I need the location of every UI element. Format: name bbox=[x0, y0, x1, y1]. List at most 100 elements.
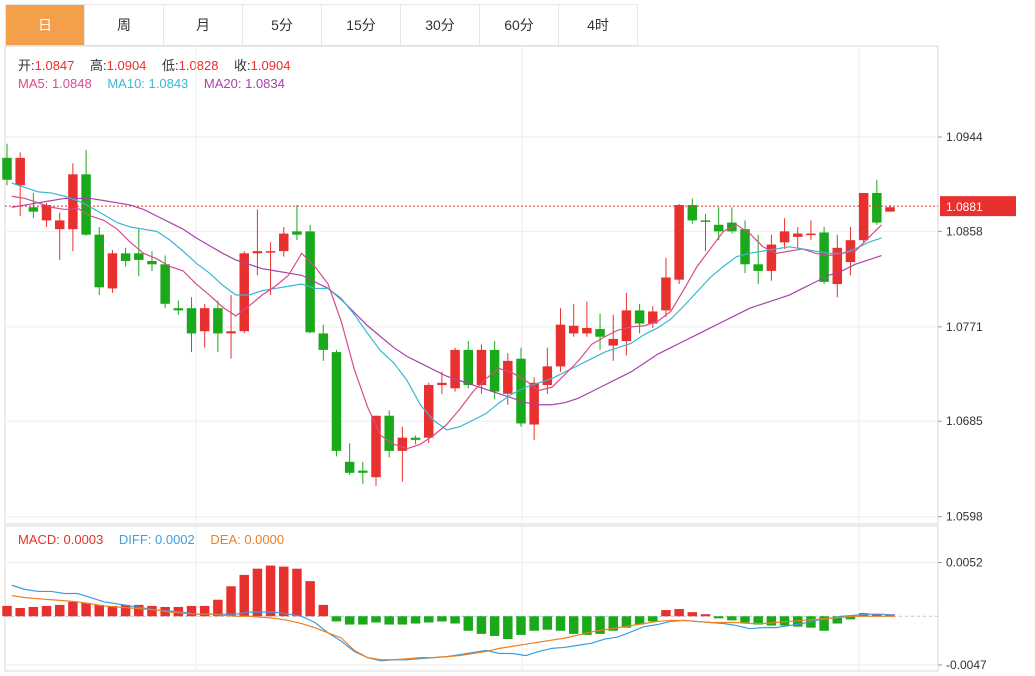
candle-body bbox=[292, 231, 302, 235]
ma-legend: MA5: 1.0848 MA10: 1.0843 MA20: 1.0834 bbox=[18, 76, 285, 91]
macd-bar bbox=[740, 616, 750, 623]
y-tick-label: 1.0771 bbox=[946, 320, 983, 334]
candle-body bbox=[423, 385, 434, 438]
candle-body bbox=[318, 333, 329, 350]
close-label: 收: bbox=[234, 58, 251, 73]
tab-60min[interactable]: 60分 bbox=[480, 5, 559, 45]
macd-bar bbox=[845, 616, 856, 620]
candle-body bbox=[252, 251, 263, 254]
candle-body bbox=[265, 251, 276, 253]
candle-body bbox=[239, 253, 249, 332]
macd-bar bbox=[371, 616, 381, 623]
candle-body bbox=[2, 157, 12, 180]
candle-body bbox=[476, 349, 487, 386]
y-tick-label: 1.0685 bbox=[946, 414, 983, 428]
ma5-legend: MA5: 1.0848 bbox=[18, 76, 92, 91]
macd-bar bbox=[832, 616, 843, 624]
candle-body bbox=[608, 338, 618, 346]
candle-body bbox=[832, 247, 843, 285]
candle-body bbox=[199, 308, 210, 332]
macd-bar bbox=[634, 616, 645, 625]
macd-bar bbox=[15, 608, 25, 617]
candle-body bbox=[147, 261, 157, 265]
macd-bar bbox=[727, 616, 737, 621]
macd-bar bbox=[529, 616, 539, 631]
candle-body bbox=[173, 308, 184, 311]
tab-30min[interactable]: 30分 bbox=[401, 5, 480, 45]
ma20-legend: MA20: 1.0834 bbox=[203, 76, 285, 91]
macd-bar bbox=[582, 616, 592, 635]
macd-bar bbox=[450, 616, 460, 624]
tab-month[interactable]: 月 bbox=[164, 5, 243, 45]
macd-bar bbox=[503, 616, 513, 640]
macd-bar bbox=[305, 581, 315, 617]
tab-week[interactable]: 周 bbox=[85, 5, 164, 45]
ohlc-legend: 开:1.0847 高:1.0904 低:1.0828 收:1.0904 bbox=[18, 55, 302, 74]
macd-bar bbox=[489, 616, 500, 636]
candle-body bbox=[68, 174, 78, 230]
candle-body bbox=[358, 470, 368, 473]
macd-bar bbox=[120, 604, 131, 617]
macd-bar bbox=[2, 605, 12, 617]
candle-body bbox=[371, 415, 381, 478]
candle-body bbox=[41, 205, 52, 221]
candle-body bbox=[885, 207, 895, 212]
y-tick-label: 1.0598 bbox=[946, 510, 983, 524]
candle-body bbox=[384, 415, 394, 451]
macd-bar bbox=[292, 568, 302, 617]
macd-bar bbox=[872, 614, 882, 617]
ma10-line bbox=[11, 182, 882, 431]
tab-15min[interactable]: 15分 bbox=[322, 5, 401, 45]
macd-bar bbox=[621, 616, 632, 628]
candle-body bbox=[120, 253, 131, 262]
macd-bar bbox=[648, 616, 658, 622]
current-price-label: 1.0881 bbox=[946, 200, 983, 214]
macd-bar bbox=[397, 616, 408, 625]
macd-bar bbox=[819, 616, 829, 631]
candle-body bbox=[94, 234, 104, 288]
macd-bar bbox=[94, 604, 104, 617]
macd-legend-value: MACD: 0.0003 bbox=[18, 532, 104, 547]
high-label: 高: bbox=[90, 58, 107, 73]
low-value: 1.0828 bbox=[178, 58, 219, 73]
macd-bar bbox=[700, 614, 711, 617]
macd-bar bbox=[437, 616, 447, 622]
candle-body bbox=[226, 331, 236, 334]
macd-bar bbox=[766, 616, 777, 626]
dea-legend-value: DEA: 0.0000 bbox=[210, 532, 285, 547]
candle-body bbox=[331, 352, 342, 451]
candle-body bbox=[740, 229, 750, 265]
macd-bar bbox=[331, 616, 342, 622]
candle-body bbox=[279, 233, 289, 252]
macd-bar bbox=[265, 565, 276, 617]
candle-body bbox=[107, 253, 118, 289]
candle-body bbox=[634, 310, 645, 324]
candle-body bbox=[397, 437, 408, 451]
macd-bar bbox=[186, 605, 197, 617]
macd-bar bbox=[318, 604, 329, 617]
candle-body bbox=[450, 349, 460, 389]
candle-body bbox=[15, 157, 25, 186]
tab-5min[interactable]: 5分 bbox=[243, 5, 322, 45]
macd-y-tick-label: -0.0047 bbox=[946, 658, 987, 672]
tab-day[interactable]: 日 bbox=[6, 5, 85, 45]
open-value: 1.0847 bbox=[34, 58, 75, 73]
macd-bar bbox=[279, 566, 289, 617]
candle-body bbox=[819, 232, 829, 282]
candle-body bbox=[186, 308, 197, 334]
candle-body bbox=[648, 311, 658, 324]
y-tick-label: 1.0944 bbox=[946, 130, 983, 144]
candle-body bbox=[568, 325, 579, 334]
macd-bar bbox=[463, 616, 474, 631]
macd-bar bbox=[107, 605, 118, 617]
main-plot-frame bbox=[4, 45, 939, 525]
macd-bar bbox=[28, 606, 39, 617]
tab-4h[interactable]: 4时 bbox=[587, 17, 609, 33]
macd-bar bbox=[134, 604, 144, 617]
macd-bar bbox=[199, 605, 210, 617]
candle-body bbox=[700, 220, 711, 222]
candle-body bbox=[753, 264, 763, 271]
candle-body bbox=[661, 277, 671, 311]
candle-body bbox=[134, 253, 144, 260]
